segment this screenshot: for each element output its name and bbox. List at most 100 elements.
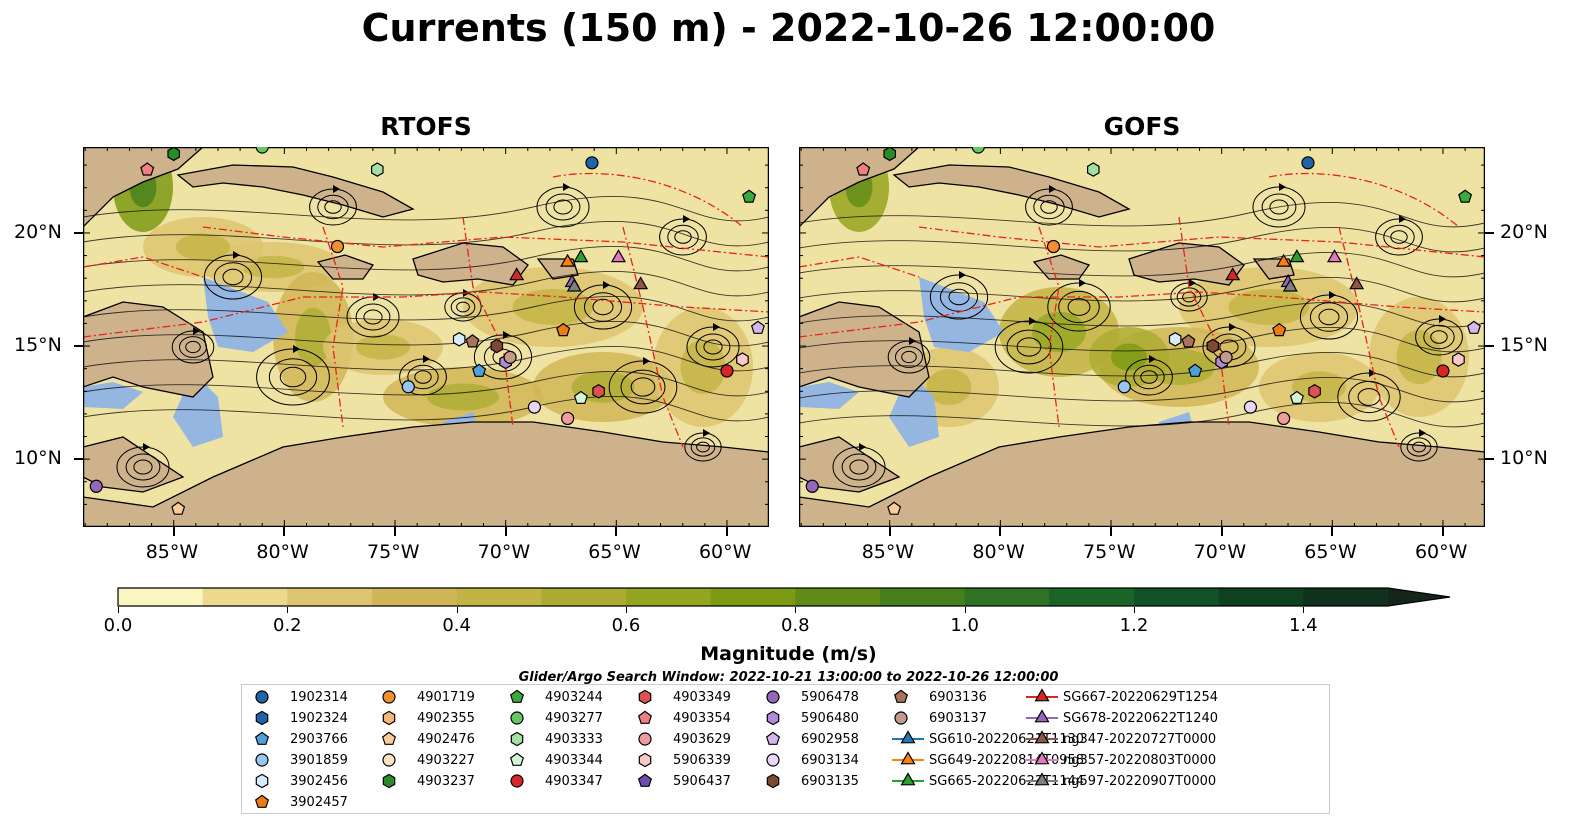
legend-entry: 4902355 xyxy=(379,708,475,728)
legend-entry: 4903349 xyxy=(635,687,731,707)
flow-arrow xyxy=(1399,215,1406,223)
legend-entry: 4903344 xyxy=(507,750,603,770)
legend-entry: 4902476 xyxy=(379,729,475,749)
marker-ng597-20220907T0000 xyxy=(566,278,582,292)
flow-arrow xyxy=(1229,323,1236,331)
legend-label: 3902456 xyxy=(290,773,348,789)
legend-symbol xyxy=(891,771,925,791)
magnitude-core xyxy=(176,233,230,261)
streamline xyxy=(363,309,383,325)
legend-marker-6903135 xyxy=(766,773,780,789)
legend-marker-ng357-20220803T0000 xyxy=(1034,751,1050,765)
streamline xyxy=(1423,324,1455,350)
lon-outer-tick xyxy=(999,527,1002,536)
flow-arrow xyxy=(1079,279,1086,287)
streamline xyxy=(125,453,161,481)
land xyxy=(799,147,920,228)
legend-label: 4903244 xyxy=(545,689,603,705)
flow-arrow xyxy=(959,271,966,279)
marker-4903349 xyxy=(1308,384,1321,399)
colorbar-tick xyxy=(118,607,119,613)
eez-boundary xyxy=(83,256,204,278)
marker-4903237 xyxy=(167,147,181,162)
legend-entry: 6902958 xyxy=(763,729,859,749)
colorbar-tick xyxy=(1134,607,1135,613)
marker-6903134 xyxy=(1243,400,1258,414)
marker-6902958 xyxy=(750,320,765,334)
marker-4903349 xyxy=(592,384,605,399)
lon-label: 75°W xyxy=(1083,541,1136,563)
lon-outer-tick xyxy=(1441,527,1444,536)
marker-3901859 xyxy=(401,380,415,394)
marker-4903347 xyxy=(1436,364,1450,378)
legend-marker-1902324 xyxy=(255,710,269,726)
legend-label: 1902324 xyxy=(290,710,348,726)
legend-label: 4903344 xyxy=(545,752,603,768)
marker-4903344 xyxy=(1289,390,1304,404)
land xyxy=(799,301,930,398)
legend-label: 5906480 xyxy=(801,710,859,726)
legend-label: 6903134 xyxy=(801,752,859,768)
lon-outer-tick xyxy=(615,527,618,536)
land xyxy=(316,254,375,280)
marker-6903134 xyxy=(527,400,542,414)
legend-label: 4903347 xyxy=(545,773,603,789)
streamline xyxy=(279,366,307,388)
eez-boundary xyxy=(552,172,744,228)
streamline xyxy=(83,246,769,272)
legend-entry: 4903347 xyxy=(507,771,603,791)
legend-label: 2903766 xyxy=(290,731,348,747)
streamline xyxy=(1318,308,1340,326)
colorbar-tick xyxy=(795,607,797,613)
colorbar-tick-label: 1.4 xyxy=(1289,615,1318,636)
marker-SG667-20220629T1254 xyxy=(509,267,525,281)
lat-outer-tick-right xyxy=(1485,458,1494,461)
lon-outer-tick xyxy=(283,527,286,536)
streamline xyxy=(1040,200,1058,214)
legend-entry: SG667-20220629T1254 xyxy=(1025,687,1218,707)
search-window-text: Glider/Argo Search Window: 2022-10-21 13… xyxy=(518,670,1059,684)
colorbar-tick-label: 0.6 xyxy=(611,615,641,636)
legend-symbol xyxy=(763,750,797,770)
colorbar-tick-label: 0.8 xyxy=(781,615,810,636)
lon-outer-tick xyxy=(172,527,175,536)
legend-label: ng347-20220727T0000 xyxy=(1063,731,1217,747)
streamline xyxy=(1430,330,1448,344)
legend-label: SG667-20220629T1254 xyxy=(1063,689,1219,705)
legend-label: 3902457 xyxy=(290,794,348,810)
legend-symbol xyxy=(763,771,797,791)
marker-4902476 xyxy=(171,501,186,515)
marker-5906339 xyxy=(736,352,749,367)
magnitude-core xyxy=(1228,289,1310,325)
flow-arrow xyxy=(1329,291,1336,299)
flow-arrow xyxy=(423,355,430,363)
legend-marker-6903136 xyxy=(893,689,909,703)
land xyxy=(83,421,769,527)
legend-label: 5906478 xyxy=(801,689,859,705)
lon-label: 85°W xyxy=(145,541,199,563)
streamline xyxy=(83,271,769,297)
legend-label: 4902355 xyxy=(417,710,475,726)
legend-entry: 6903136 xyxy=(891,687,987,707)
colorbar-segment xyxy=(964,588,1050,606)
streamline xyxy=(948,288,970,306)
legend-entry: ng357-20220803T0000 xyxy=(1025,750,1216,770)
flow-arrow xyxy=(233,251,240,259)
streamline xyxy=(213,262,253,292)
legend-symbol xyxy=(379,687,413,707)
legend-entry: 6903134 xyxy=(763,750,859,770)
land xyxy=(83,147,204,228)
legend-symbol xyxy=(891,687,925,707)
marker-6903137 xyxy=(503,350,517,364)
legend-label: 4902476 xyxy=(417,731,475,747)
legend-marker-3901859 xyxy=(255,753,269,767)
flow-arrow xyxy=(703,429,710,437)
land xyxy=(1128,242,1245,286)
legend-symbol xyxy=(635,687,669,707)
legend-marker-5906480 xyxy=(766,710,780,726)
lat-label-right: 20°N xyxy=(1500,220,1548,243)
lat-label-right: 10°N xyxy=(1500,447,1548,470)
legend-marker-SG665-20220623T1144 xyxy=(900,772,916,786)
streamline xyxy=(83,371,769,397)
streamline xyxy=(901,350,917,364)
